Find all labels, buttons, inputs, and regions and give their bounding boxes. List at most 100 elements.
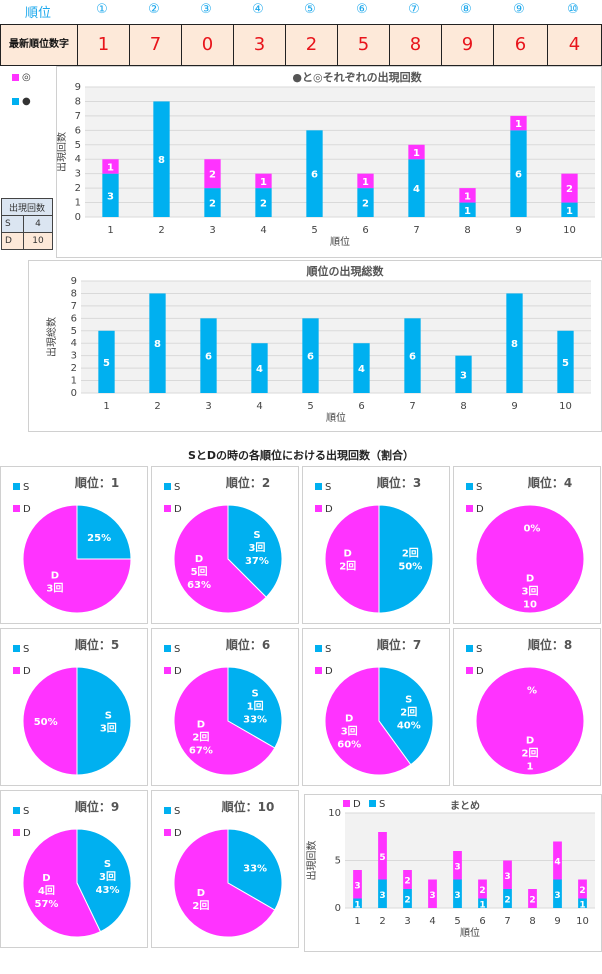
pie-slice-s <box>378 666 434 766</box>
y-tick-label: 5 <box>71 326 77 337</box>
bar <box>510 115 527 131</box>
legend-s-swatch <box>466 483 473 490</box>
bar <box>353 343 370 393</box>
pie-label-s: 37% <box>245 556 269 567</box>
bar-value-label: 1 <box>464 191 471 202</box>
pie-panel: S D 順位：10 33% D 2回 <box>151 790 299 948</box>
bar-value-label: 3 <box>354 881 360 891</box>
bar <box>455 355 472 393</box>
x-tick-label: 1 <box>107 225 113 236</box>
bar <box>353 870 362 899</box>
bar <box>302 318 319 393</box>
sd-table-d-value: 10 <box>22 232 54 250</box>
bar-value-label: 2 <box>362 199 369 210</box>
bar <box>478 879 487 899</box>
pie-label-d: D <box>345 714 353 725</box>
y-axis-label: 出現総数 <box>45 317 58 357</box>
legend-d-swatch <box>315 505 322 512</box>
rank-header-1: ① <box>96 2 108 17</box>
y-tick-label: 5 <box>335 856 341 867</box>
rank-header-5: ⑤ <box>304 2 316 17</box>
pie-label-d: 67% <box>189 746 213 757</box>
x-tick-label: 4 <box>429 916 435 927</box>
bar-value-label: 3 <box>107 191 114 202</box>
legend-s-label: S <box>325 644 331 655</box>
pie-title: 順位：6 <box>225 637 270 652</box>
x-tick-label: 6 <box>362 225 368 236</box>
bar <box>255 173 272 189</box>
bar-value-label: 4 <box>256 364 263 375</box>
bar-value-label: 2 <box>579 886 585 896</box>
pie-label-s: 2回 <box>402 548 419 560</box>
cyan-swatch <box>12 97 19 105</box>
x-tick-label: 7 <box>504 916 510 927</box>
rank-header-9: ⑨ <box>513 2 525 17</box>
x-tick-label: 10 <box>576 916 589 927</box>
bar-value-label: 3 <box>454 862 460 872</box>
pie-label-s: 1回 <box>247 700 264 712</box>
bar-value-label: 2 <box>209 199 216 210</box>
x-tick-label: 6 <box>358 401 364 412</box>
bar <box>459 202 476 217</box>
pie-label-d: D <box>197 888 205 899</box>
bar-value-label: 3 <box>554 891 560 901</box>
latest-digit-5: 2 <box>286 25 338 65</box>
bar-value-label: 5 <box>379 853 385 863</box>
bar <box>561 202 578 217</box>
bar-value-label: 1 <box>362 177 369 188</box>
x-tick-label: 3 <box>209 225 215 236</box>
pie-label-s: 33% <box>243 863 267 874</box>
bar-value-label: 3 <box>379 891 385 901</box>
bar <box>557 330 574 393</box>
pie-slice-d <box>22 504 132 614</box>
bar <box>378 879 387 908</box>
bar-value-label: 1 <box>515 119 522 130</box>
legend-s-swatch <box>315 645 322 652</box>
sd-table-d-label: D <box>1 232 24 250</box>
pie-title: 順位：7 <box>376 637 421 652</box>
pie-panel: S D 順位：7 S 2回 40% D 3回 60% <box>302 628 450 786</box>
legend-s-swatch <box>369 800 376 807</box>
rank-header-6: ⑥ <box>356 2 368 17</box>
legend-s-label: S <box>23 482 29 493</box>
bar-value-label: 4 <box>554 858 560 868</box>
pie-label-s: 43% <box>96 885 120 896</box>
x-tick-label: 8 <box>460 401 466 412</box>
x-tick-label: 5 <box>311 225 317 236</box>
bar <box>378 832 387 880</box>
pie-slice-d <box>22 666 78 776</box>
legend-d-label: D <box>23 828 31 839</box>
pie-panel: S D 順位：9 S 3回 43% D 4回 57% <box>0 790 148 948</box>
pie-label-d: D <box>42 873 50 884</box>
legend-s-label: S <box>174 482 180 493</box>
latest-digit-1: 1 <box>78 25 130 65</box>
legend-s-label: S <box>325 482 331 493</box>
y-tick-label: 9 <box>75 82 81 93</box>
bar-value-label: 1 <box>413 148 420 159</box>
bar-value-label: 6 <box>409 352 416 363</box>
bar-value-label: 1 <box>579 900 585 910</box>
pie-label-s: 40% <box>397 720 421 731</box>
bar <box>403 870 412 889</box>
pie-title: 順位：9 <box>74 799 119 814</box>
bar <box>353 898 362 908</box>
legend-s-swatch <box>164 807 171 814</box>
y-tick-label: 3 <box>75 169 81 180</box>
bar-value-label: 2 <box>209 170 216 181</box>
pie-slice-d <box>173 504 267 614</box>
bar-value-label: 1 <box>566 206 573 217</box>
pie-slice-s <box>227 504 283 598</box>
y-tick-label: 4 <box>75 154 81 165</box>
bar <box>98 330 115 393</box>
bar-value-label: 1 <box>107 162 114 173</box>
bar <box>528 889 537 908</box>
chart-each-count-panel: 0 1 2 3 4 5 6 7 8 9 3 1 1 8 2 2 2 3 2 1 4 6 5 2 1 6 4 1 7 1 1 8 6 1 9 1 2 10 順… <box>55 66 602 258</box>
pie-panel: S D 順位：8% D 2回 1 <box>453 628 601 786</box>
y-tick-label: 7 <box>71 301 77 312</box>
legend-s-label: S <box>476 644 482 655</box>
rank-header-7: ⑦ <box>408 2 420 17</box>
